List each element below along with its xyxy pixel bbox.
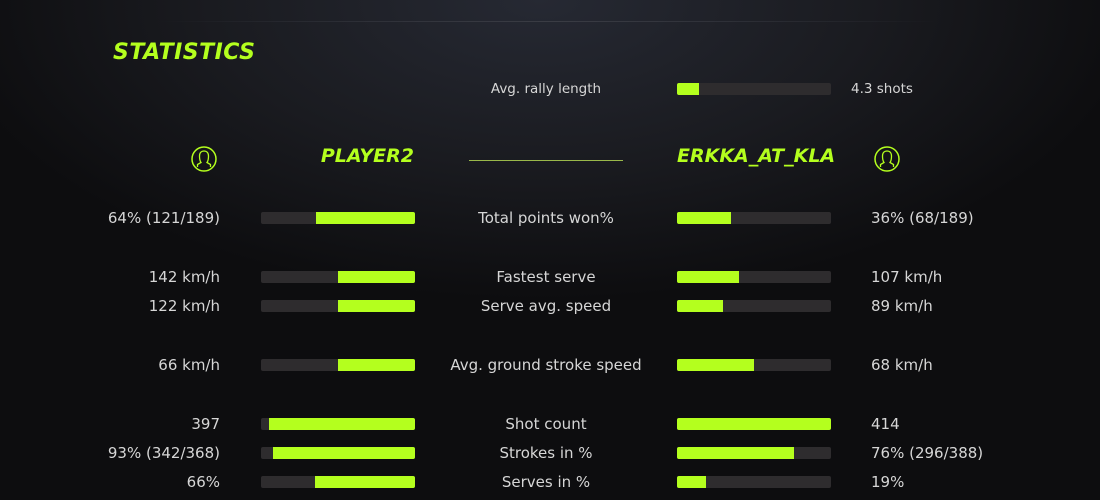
right-bar <box>677 476 831 488</box>
right-bar <box>677 447 831 459</box>
page-title: STATISTICS <box>113 40 256 65</box>
left-bar <box>261 271 415 283</box>
right-value: 89 km/h <box>871 297 933 315</box>
left-bar-fill <box>273 447 415 459</box>
stat-row: 66% Serves in % 19% <box>0 472 1100 492</box>
right-value: 68 km/h <box>871 356 933 374</box>
left-value: 66 km/h <box>158 356 220 374</box>
stat-row: 93% (342/368) Strokes in % 76% (296/388) <box>0 443 1100 463</box>
left-value: 64% (121/189) <box>107 209 220 227</box>
left-bar <box>261 447 415 459</box>
right-bar-fill <box>677 476 707 488</box>
left-value: 122 km/h <box>148 297 220 315</box>
right-bar <box>677 271 831 283</box>
right-value: 19% <box>871 473 905 491</box>
left-bar-fill <box>338 359 415 371</box>
header-divider <box>469 160 623 161</box>
user-circle-icon <box>191 146 217 172</box>
right-value: 414 <box>871 415 900 433</box>
left-bar-fill <box>316 212 415 224</box>
left-bar-fill <box>314 476 415 488</box>
stat-row: 122 km/h Serve avg. speed 89 km/h <box>0 296 1100 316</box>
right-bar-fill <box>677 359 754 371</box>
right-bar-fill <box>677 212 731 224</box>
right-value: 107 km/h <box>871 268 943 286</box>
left-bar <box>261 418 415 430</box>
stat-row-rally: Avg. rally length 4.3 shots <box>0 79 1100 99</box>
rally-value: 4.3 shots <box>851 81 913 97</box>
stat-label: Avg. rally length <box>490 81 602 97</box>
stat-label: Fastest serve <box>496 268 596 286</box>
stat-row: 142 km/h Fastest serve 107 km/h <box>0 267 1100 287</box>
left-value: 142 km/h <box>148 268 220 286</box>
top-divider <box>160 21 940 22</box>
right-value: 76% (296/388) <box>871 444 984 462</box>
user-circle-icon <box>874 146 900 172</box>
right-value: 36% (68/189) <box>871 209 974 227</box>
stat-row: 64% (121/189) Total points won% 36% (68/… <box>0 208 1100 228</box>
left-bar <box>261 300 415 312</box>
stat-label: Avg. ground stroke speed <box>450 356 642 374</box>
left-value: 397 <box>191 415 220 433</box>
player-left-name: PLAYER2 <box>320 145 414 167</box>
right-bar-fill <box>677 418 831 430</box>
right-bar-fill <box>677 271 739 283</box>
left-bar <box>261 212 415 224</box>
left-bar <box>261 476 415 488</box>
left-value: 66% <box>186 473 220 491</box>
right-bar <box>677 359 831 371</box>
left-value: 93% (342/368) <box>107 444 220 462</box>
rally-bar <box>677 83 831 95</box>
left-bar-fill <box>338 300 415 312</box>
stat-label: Total points won% <box>478 209 614 227</box>
stat-row: 66 km/h Avg. ground stroke speed 68 km/h <box>0 355 1100 375</box>
left-bar <box>261 359 415 371</box>
right-bar <box>677 212 831 224</box>
left-bar-fill <box>268 418 415 430</box>
stat-label: Strokes in % <box>499 444 593 462</box>
right-bar <box>677 300 831 312</box>
stat-label: Serves in % <box>501 473 591 491</box>
right-bar-fill <box>677 300 724 312</box>
right-bar <box>677 418 831 430</box>
rally-bar-fill <box>677 83 699 95</box>
stat-label: Shot count <box>505 415 587 433</box>
right-bar-fill <box>677 447 795 459</box>
stat-row: 397 Shot count 414 <box>0 414 1100 434</box>
player-right-name: ERKKA_AT_KLA <box>677 145 836 167</box>
left-bar-fill <box>338 271 415 283</box>
stat-label: Serve avg. speed <box>480 297 612 315</box>
